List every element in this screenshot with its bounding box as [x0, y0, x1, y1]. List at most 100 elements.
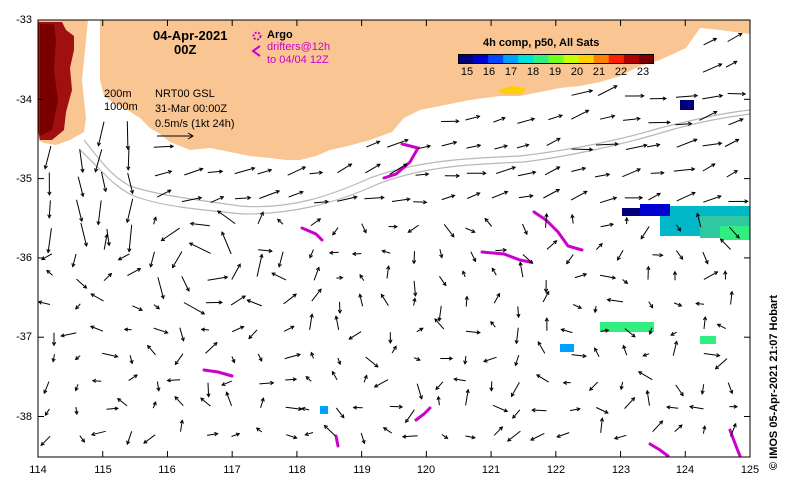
current-vector-head	[556, 137, 561, 142]
current-vector	[522, 254, 533, 264]
current-vector	[728, 118, 744, 126]
current-vector	[207, 382, 210, 397]
current-vector-head	[659, 420, 664, 425]
current-vector-head	[71, 263, 76, 268]
current-vector-head	[659, 253, 664, 258]
current-vector-head	[503, 408, 509, 413]
current-vector	[532, 409, 547, 412]
current-vector	[247, 299, 262, 307]
current-vector-head	[155, 305, 161, 310]
current-vector-head	[581, 166, 587, 171]
current-vector-head	[386, 265, 391, 270]
current-vector	[129, 355, 133, 364]
current-vector-head	[735, 234, 740, 239]
current-vector	[181, 276, 190, 292]
current-vector	[556, 432, 570, 438]
current-vector	[465, 296, 468, 307]
current-vector-head	[530, 117, 536, 122]
current-vector	[571, 148, 593, 151]
current-vector-head	[529, 259, 534, 264]
current-vector-head	[199, 167, 204, 172]
current-vector-head	[452, 140, 458, 145]
current-vector-head	[292, 293, 297, 298]
current-vector-head	[677, 227, 682, 232]
x-tick-label: 119	[353, 464, 371, 476]
current-vector	[75, 406, 78, 415]
isobath-1000m	[79, 113, 751, 215]
current-vector-head	[223, 275, 229, 280]
current-vector-head	[218, 300, 224, 305]
current-vector	[256, 427, 263, 433]
current-vector-head	[544, 317, 549, 322]
current-vector-head	[82, 284, 88, 289]
current-vector-head	[646, 265, 651, 271]
current-vector-head	[543, 288, 549, 294]
current-vector-head	[353, 195, 358, 200]
current-vector-head	[79, 217, 84, 223]
current-vector	[309, 172, 323, 175]
current-vector-head	[577, 305, 583, 309]
x-tick-label: 118	[288, 464, 306, 476]
colorbar-title: 4h comp, p50, All Sats	[483, 37, 600, 49]
current-vector-head	[660, 170, 665, 176]
current-vector	[413, 357, 421, 361]
current-vector-head	[718, 63, 723, 68]
current-vector-head	[593, 308, 598, 314]
credit-label: © IMOS 05-Apr-2021 21:07 Hobart	[768, 295, 780, 470]
drifter-tracks	[202, 142, 742, 458]
current-vector-head	[37, 300, 43, 305]
current-vector	[717, 323, 727, 330]
x-tick-label: 121	[481, 464, 501, 476]
map-frame	[37, 19, 751, 458]
current-vector-head	[544, 212, 549, 218]
current-vector-head	[126, 166, 131, 171]
current-vector	[646, 390, 650, 406]
drifter-period-label: to 04/04 12Z	[267, 54, 329, 66]
current-vector	[484, 218, 493, 227]
current-vector	[97, 200, 102, 225]
product-label: NRT00 GSL	[155, 88, 215, 100]
current-vector	[41, 253, 53, 260]
current-vector	[491, 191, 508, 199]
current-vector	[675, 250, 684, 260]
current-vector-head	[214, 431, 219, 437]
current-vector	[569, 408, 580, 412]
current-vectors	[37, 32, 749, 447]
current-vector-head	[292, 377, 298, 382]
current-vector-head	[218, 169, 224, 174]
colorbar	[458, 54, 654, 64]
current-vector	[278, 251, 284, 267]
current-vector	[153, 145, 174, 148]
current-vector	[103, 273, 112, 282]
current-vector-head	[97, 142, 102, 147]
current-vector	[413, 280, 416, 296]
current-vector-head	[380, 293, 385, 298]
current-vector	[512, 409, 521, 419]
current-vector-head	[127, 248, 132, 253]
current-vector	[339, 301, 341, 314]
current-vector	[126, 121, 129, 150]
current-vector-head	[502, 247, 508, 253]
current-vector	[566, 254, 574, 264]
current-vector-head	[656, 192, 662, 197]
current-vector	[43, 381, 50, 394]
current-vector	[666, 406, 679, 409]
current-vector-head	[206, 393, 211, 398]
current-vector-head	[260, 397, 265, 402]
current-vector-head	[648, 330, 653, 335]
current-vector	[518, 195, 533, 199]
current-vector	[310, 218, 321, 227]
current-vector	[305, 376, 312, 382]
current-vector-head	[331, 370, 336, 376]
current-vector-head	[129, 359, 134, 365]
current-vector-head	[46, 269, 51, 274]
current-vector-head	[358, 293, 363, 298]
current-vector	[730, 423, 737, 437]
current-vector-head	[512, 414, 517, 419]
colorbar-tick-label: 23	[636, 66, 650, 78]
current-vector-head	[381, 249, 386, 254]
current-vector	[106, 407, 118, 410]
current-vector	[76, 199, 83, 222]
current-vector	[179, 327, 185, 341]
current-vector	[483, 356, 497, 362]
